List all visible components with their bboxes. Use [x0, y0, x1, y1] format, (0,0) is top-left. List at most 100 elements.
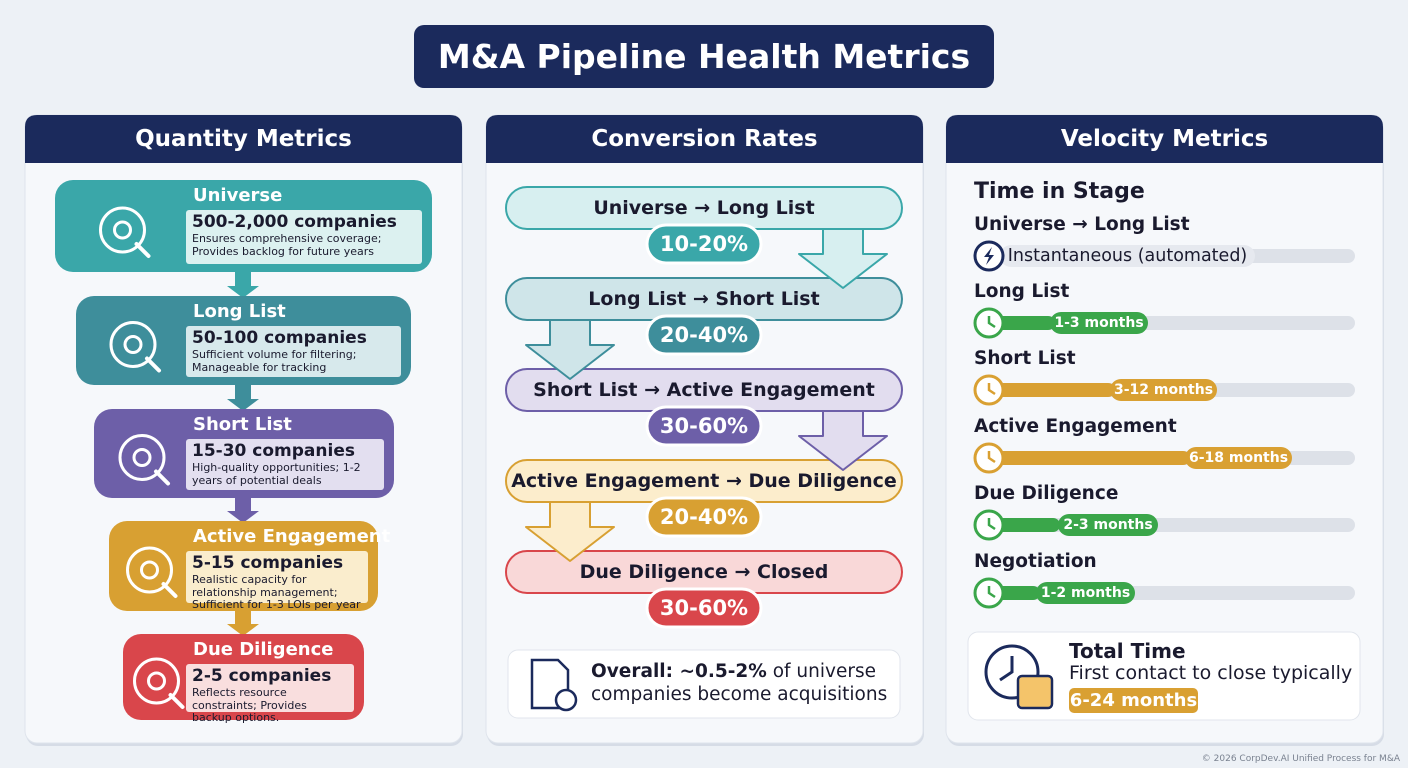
clock-hands [987, 586, 996, 599]
bolt-icon [984, 247, 994, 265]
panel-heading: Velocity Metrics [1060, 126, 1269, 152]
velocity-stage-name: Active Engagement [974, 416, 1177, 437]
conversion-arrow [525, 501, 615, 562]
panel-header [25, 115, 462, 163]
stage-detail-box [186, 551, 368, 603]
stage-name: Long List [193, 301, 286, 322]
stage-note: Ensures comprehensive coverage; Provides… [192, 232, 382, 258]
total-calendar [1016, 674, 1054, 710]
velocity-stage-name: Universe → Long List [974, 214, 1190, 235]
overall-text: Overall: ~0.5-2% of universe companies b… [591, 660, 891, 706]
stage-count: 50-100 companies [192, 328, 367, 348]
stage-count: 5-15 companies [192, 553, 344, 573]
time-pill [1000, 245, 1255, 267]
stage-count: 500-2,000 companies [192, 212, 397, 232]
time-duration: 1-2 months [1040, 585, 1131, 601]
stage-detail-box [186, 210, 422, 264]
conversion-arrow [798, 228, 888, 289]
time-fill [985, 383, 1115, 397]
panel-header [486, 115, 923, 163]
stage-name: Due Diligence [193, 639, 334, 660]
conversion-rate: 20-40% [659, 505, 749, 529]
rate-pill [645, 223, 763, 265]
title-box [414, 25, 994, 88]
conversion-label: Universe → Long List [593, 197, 815, 219]
total-clock-hands [999, 656, 1014, 682]
stage-icon [133, 657, 180, 705]
clock-hands [987, 451, 996, 464]
conversion-rate: 10-20% [659, 232, 749, 256]
time-pill [1058, 514, 1158, 536]
clock-hands [987, 518, 996, 531]
rate-pill [645, 314, 763, 356]
stage-icon-line [134, 242, 151, 258]
stage-name: Short List [193, 414, 292, 435]
overall-lead: Overall: ~0.5-2% [591, 661, 767, 682]
stage-detail: 50-100 companies Sufficient volume for fi… [192, 328, 397, 374]
time-in-stage: Time in Stage [974, 179, 1145, 204]
conversion-rate: 30-60% [659, 414, 749, 438]
stage-name: Universe [193, 185, 283, 206]
footer: © 2026 CorpDev.AI Unified Process for M&… [1201, 754, 1400, 764]
time-duration: 6-18 months [1188, 450, 1289, 466]
stage-detail: 2-5 companies Reflects resource constrain… [192, 666, 350, 725]
stage-detail-box [186, 326, 401, 377]
conversion-label: Long List → Short List [588, 288, 820, 310]
time-duration: 1-3 months [1054, 315, 1144, 331]
velocity-stage-name: Long List [974, 281, 1070, 302]
panel-heading: Quantity Metrics [135, 126, 352, 152]
flow-arrow [227, 381, 259, 411]
velocity-stage-name: Due Diligence [974, 483, 1119, 504]
panel-heading: Conversion Rates [591, 126, 818, 152]
time-duration: 3-12 months [1113, 382, 1214, 398]
conversion-label: Due Diligence → Closed [579, 561, 829, 583]
flow-arrow [227, 268, 259, 298]
overall-box [507, 649, 901, 719]
conversion-label: Short List → Active Engagement [533, 379, 875, 401]
clock-hands [987, 383, 996, 396]
stage-count: 2-5 companies [192, 666, 332, 686]
time-duration: 2-3 months [1063, 517, 1153, 533]
stage-note: Sufficient volume for filtering; Managea… [192, 348, 357, 374]
total-text: First contact to close typically [1069, 662, 1353, 684]
total-title: Total Time [1069, 639, 1186, 663]
time-duration: Instantaneous (automated) [1007, 246, 1248, 266]
check-icon [554, 688, 578, 712]
stage-icon-dot [140, 560, 159, 580]
stage-icon-dot [113, 220, 132, 240]
stage-detail: 500-2,000 companies Ensures comprehensive… [192, 212, 418, 258]
stage-icon-dot [147, 671, 166, 691]
stage-icon-dot [123, 335, 143, 354]
conversion-rate: 20-40% [659, 323, 749, 347]
rate-pill [645, 496, 763, 538]
stage-detail-box [186, 664, 354, 712]
stage-icon-line [154, 469, 170, 486]
stage-detail: 5-15 companies Realistic capacity for rel… [192, 553, 364, 612]
total-box [967, 631, 1361, 721]
flow-arrow [227, 607, 259, 636]
time-fill [985, 451, 1190, 465]
velocity-stage-name: Short List [974, 348, 1076, 369]
stage-icon [118, 434, 166, 481]
stage-icon [99, 206, 146, 254]
clock-hands [987, 316, 996, 329]
stage-note: High-quality opportunities; 1-2 years of… [192, 461, 361, 487]
stage-icon [109, 321, 157, 368]
stage-note: Reflects resource constraints; Provides … [192, 686, 307, 724]
conversion-rate: 30-60% [659, 596, 749, 620]
time-pill [1110, 379, 1217, 401]
stage-count: 15-30 companies [192, 441, 355, 461]
rate-pill [645, 405, 763, 447]
panel-header [946, 115, 1383, 163]
total-range-pill [1069, 688, 1198, 713]
stage-detail-box [186, 439, 384, 490]
stage-icon-line [145, 356, 161, 373]
time-pill [1036, 582, 1135, 604]
stage-icon-dot [132, 448, 152, 467]
conversion-arrow [525, 319, 615, 380]
title: M&A Pipeline Health Metrics [437, 37, 971, 76]
rate-pill [645, 587, 763, 629]
stage-icon [126, 546, 173, 594]
